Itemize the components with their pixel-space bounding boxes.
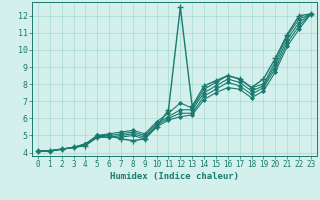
X-axis label: Humidex (Indice chaleur): Humidex (Indice chaleur) — [110, 172, 239, 181]
